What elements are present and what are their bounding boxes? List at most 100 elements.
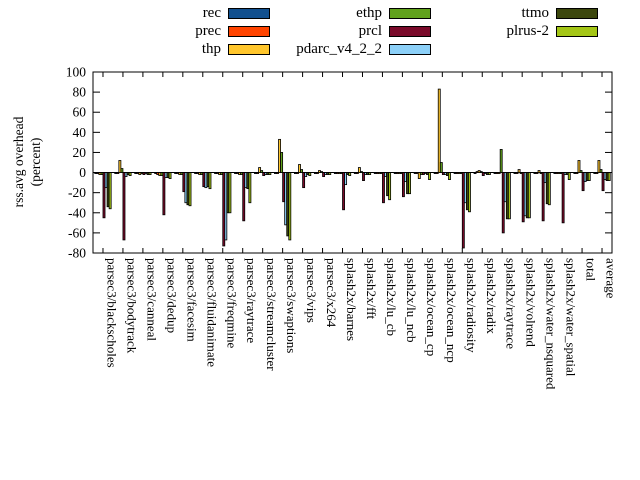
y-tick-label: -80 (68, 246, 86, 261)
bar-prec-parsec3/vips (296, 172, 299, 174)
y-tick-label: -40 (68, 205, 86, 220)
legend-label-ethp: ethp (356, 5, 382, 21)
legend-column-1: rec prec thp (149, 5, 270, 57)
x-category-label-parsec3/facesim: parsec3/facesim (184, 258, 199, 342)
bar-plrus-2-splash2x/fft (368, 172, 372, 175)
bar-thp-splash2x/fft (357, 167, 361, 173)
bar-plrus-2-splash2x/raytrace (507, 172, 511, 220)
x-category-label-splash2x/barnes: splash2x/barnes (344, 258, 359, 341)
x-category-label-splash2x/volrend: splash2x/volrend (524, 258, 539, 347)
x-category-label-splash2x/water_nsquared: splash2x/water_nsquared (544, 258, 559, 390)
legend-swatch-ethp (389, 7, 431, 19)
bar-thp-parsec3/streamcluster (258, 167, 262, 173)
bar-ethp-total (579, 170, 583, 173)
y-tick-label: 60 (73, 105, 87, 120)
legend-swatch-pdarc_v4_2_2 (389, 43, 431, 55)
legend-item-rec: rec (149, 5, 270, 21)
legend-label-rec: rec (202, 5, 221, 21)
legend-item-prcl: prcl (282, 24, 431, 39)
x-category-label-splash2x/raytrace: splash2x/raytrace (504, 258, 519, 349)
bar-prcl-average (601, 172, 605, 192)
bar-prec-parsec3/x264 (316, 172, 319, 174)
bar-ethp-parsec3/streamcluster (260, 170, 264, 173)
bar-plrus-2-average (607, 172, 611, 181)
bar-prec-total (575, 172, 579, 174)
y-axis-title-line2: (percent) (28, 137, 43, 187)
legend-label-pdarc_v4_2_2: pdarc_v4_2_2 (296, 41, 382, 57)
legend-label-prec: prec (195, 23, 221, 39)
x-category-label-splash2x/water_spatial: splash2x/water_spatial (564, 258, 579, 377)
bar-plrus-2-parsec3/raytrace (248, 172, 252, 204)
bar-thp-total (577, 160, 581, 173)
bar-prec-splash2x/water_nsquared (535, 172, 539, 174)
legend-swatch-prec (228, 25, 270, 37)
y-axis-title: rss.avg overhead (percent) (10, 62, 44, 262)
x-category-label-parsec3/bodytrack: parsec3/bodytrack (124, 258, 139, 354)
bar-prcl-splash2x/water_spatial (561, 172, 565, 224)
x-category-label-splash2x/ocean_cp: splash2x/ocean_cp (424, 258, 439, 356)
x-category-label-splash2x/lu_ncb: splash2x/lu_ncb (404, 258, 419, 343)
x-category-label-parsec3/x264: parsec3/x264 (324, 258, 339, 328)
bar-prec-splash2x/volrend (515, 172, 519, 174)
bar-prcl-splash2x/water_nsquared (541, 172, 545, 222)
bar-thp-parsec3/vips (298, 164, 301, 173)
bar-rec-splash2x/radix (473, 172, 477, 174)
bar-thp-splash2x/water_nsquared (537, 170, 541, 173)
x-category-label-splash2x/lu_cb: splash2x/lu_cb (384, 258, 399, 336)
bar-ethp-parsec3/x264 (320, 171, 323, 173)
x-category-label-parsec3/streamcluster: parsec3/streamcluster (264, 258, 279, 371)
bar-prec-average (595, 172, 599, 174)
bar-plrus-2-splash2x/lu_ncb (408, 172, 411, 195)
bar-thp-average (597, 160, 601, 173)
bar-ethp-splash2x/raytrace (499, 149, 503, 173)
bar-prec-parsec3/bodytrack (116, 172, 120, 174)
y-tick-label: -20 (68, 185, 86, 200)
legend-item-ethp: ethp (282, 5, 431, 21)
y-tick-label: 20 (73, 145, 87, 160)
legend-label-plrus-2: plrus-2 (506, 23, 550, 39)
bar-ethp-splash2x/fft (360, 171, 363, 173)
bar-prcl-splash2x/radiosity (461, 172, 465, 249)
bar-thp-splash2x/raytrace (497, 172, 501, 174)
bar-prcl-parsec3/vips (302, 172, 306, 189)
bar-prec-splash2x/fft (355, 172, 359, 174)
bar-plrus-2-parsec3/freqmine (228, 172, 232, 214)
bar-plrus-2-total (587, 172, 591, 181)
y-tick-label: 80 (73, 85, 87, 100)
bar-plrus-2-splash2x/water_nsquared (547, 172, 551, 206)
bar-plrus-2-splash2x/radiosity (468, 172, 471, 213)
legend-swatch-ttmo (556, 7, 598, 19)
x-category-label-parsec3/freqmine: parsec3/freqmine (224, 258, 239, 348)
bar-thp-splash2x/ocean_cp (417, 172, 421, 179)
bar-prcl-splash2x/radix (481, 172, 485, 176)
bar-prcl-splash2x/lu_ncb (401, 172, 405, 198)
legend-label-thp: thp (201, 41, 221, 57)
bar-plrus-2-splash2x/lu_cb (388, 172, 392, 201)
bar-plrus-2-splash2x/ocean_ncp (448, 172, 451, 180)
bar-plrus-2-parsec3/swaptions (288, 172, 292, 241)
x-category-label-parsec3/fluidanimate: parsec3/fluidanimate (204, 258, 219, 367)
bar-ethp-average (599, 169, 603, 173)
bar-plrus-2-splash2x/ocean_cp (428, 172, 431, 180)
y-tick-label: 40 (73, 125, 87, 140)
bar-plrus-2-splash2x/radix (487, 172, 491, 175)
bar-prcl-splash2x/lu_cb (382, 172, 385, 204)
x-category-label-splash2x/radiosity: splash2x/radiosity (464, 258, 479, 353)
y-tick-label: 100 (66, 65, 87, 80)
legend-swatch-thp (228, 43, 270, 55)
bar-prcl-parsec3/dedup (162, 172, 166, 216)
bar-plrus-2-splash2x/volrend (527, 172, 531, 219)
bar-thp-parsec3/bodytrack (118, 160, 122, 173)
legend-column-3: ttmo plrus-2 (465, 6, 598, 39)
bar-plrus-2-splash2x/water_spatial (567, 172, 571, 180)
bar-plrus-2-parsec3/fluidanimate (208, 172, 212, 190)
legend-swatch-rec (228, 7, 270, 19)
legend-item-ttmo: ttmo (465, 6, 598, 21)
y-axis-title-line1: rss.avg overhead (11, 116, 26, 208)
bar-prcl-parsec3/blackscholes (102, 172, 106, 219)
bar-plrus-2-parsec3/facesim (188, 172, 192, 207)
bar-plrus-2-parsec3/bodytrack (128, 172, 132, 176)
x-category-label-parsec3/swaptions: parsec3/swaptions (284, 258, 299, 353)
